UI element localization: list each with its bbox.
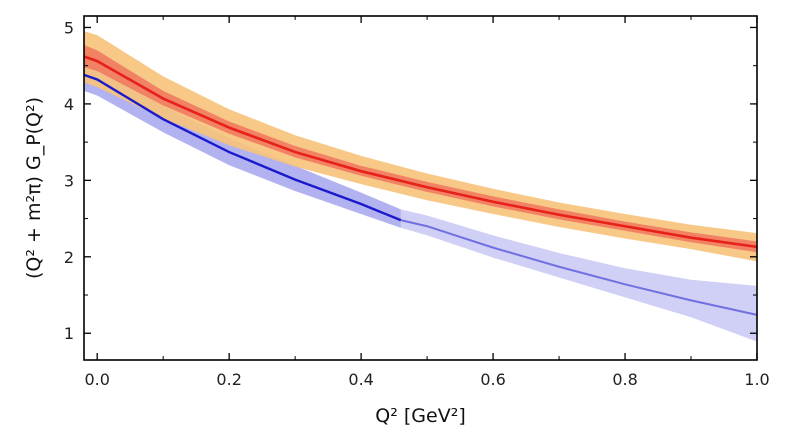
plot-frame <box>83 15 758 361</box>
x-tick-label: 0.2 <box>216 370 241 389</box>
blue-uncertainty-band <box>84 61 757 342</box>
y-tick-labels: 1 2 3 4 5 <box>64 18 74 343</box>
y-tick-label: 4 <box>64 95 74 114</box>
y-axis-title: (Q² + m²π) G_P(Q²) <box>23 97 45 279</box>
blue-extrapolated-line <box>400 219 758 316</box>
x-tick-label: 0.8 <box>612 370 637 389</box>
x-tick-label: 0.0 <box>84 370 109 389</box>
x-tick-labels: 0.0 0.2 0.4 0.6 0.8 1.0 <box>84 370 769 389</box>
y-tick-label: 3 <box>64 171 74 190</box>
y-tick-label: 1 <box>64 324 74 343</box>
axis-ticks <box>84 16 758 360</box>
x-tick-label: 1.0 <box>744 370 769 389</box>
y-tick-label: 2 <box>64 248 74 267</box>
x-axis-title: Q² [GeV²] <box>375 405 465 427</box>
y-tick-label: 5 <box>64 18 74 37</box>
x-tick-label: 0.4 <box>348 370 373 389</box>
red-line <box>83 55 758 249</box>
x-tick-label: 0.6 <box>480 370 505 389</box>
blue-line <box>83 73 402 222</box>
series-lines <box>83 55 758 316</box>
